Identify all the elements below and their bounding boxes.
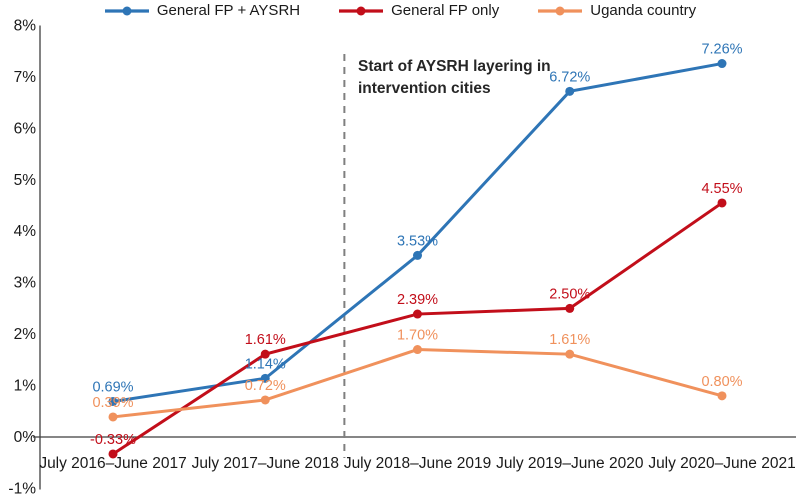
annotation-line-1: Start of AYSRH layering in: [358, 58, 551, 75]
data-point-label: 1.70%: [397, 328, 438, 344]
data-point-label: 0.39%: [92, 395, 133, 411]
data-point-label: 2.50%: [549, 286, 590, 302]
data-point: [413, 345, 422, 355]
legend-marker-line-dot-icon: [538, 6, 583, 16]
y-axis-tick-label: 0%: [14, 429, 37, 446]
x-axis-category-label: July 2017–June 2018: [192, 455, 339, 472]
x-axis-category-label: July 2019–June 2020: [496, 455, 644, 472]
data-point: [108, 412, 118, 422]
series-line: [111, 348, 724, 419]
legend-item-general-fp-only: General FP only: [338, 3, 499, 19]
data-point-label: 0.80%: [701, 374, 742, 390]
data-point: [565, 86, 575, 96]
data-point-label: 4.55%: [701, 181, 742, 197]
annotation-line-2: intervention cities: [358, 80, 491, 97]
data-point: [260, 373, 270, 383]
y-axis-tick-label: 1%: [14, 378, 37, 395]
legend-item-uganda-country: Uganda country: [537, 3, 696, 19]
chart-legend: General FP + AYSRH General FP only Ugand…: [0, 3, 800, 19]
legend-label: General FP + AYSRH: [156, 2, 301, 19]
y-axis-tick-label: 2%: [14, 326, 37, 343]
data-point: [717, 391, 727, 401]
y-axis-tick-label: 8%: [14, 17, 37, 34]
y-axis-tick-label: 5%: [14, 172, 37, 189]
y-axis-tick-label: 3%: [14, 275, 37, 292]
y-axis-tick-label: 7%: [14, 69, 37, 86]
y-axis-tick-label: 4%: [14, 223, 37, 240]
data-point-label: 1.14%: [245, 356, 286, 372]
legend-label: General FP only: [391, 2, 500, 19]
aysrh-start-annotation: Start of AYSRH layering in intervention …: [358, 56, 551, 100]
data-point: [413, 250, 422, 260]
y-axis-tick-label: 6%: [14, 120, 37, 137]
legend-marker-line-dot-icon: [104, 6, 149, 16]
data-point: [565, 349, 575, 359]
x-axis-category-label: July 2016–June 2017: [39, 455, 186, 472]
data-point: [565, 303, 575, 313]
y-axis-tick-label: -1%: [8, 480, 36, 496]
data-point-label: 1.61%: [549, 332, 590, 348]
data-point: [413, 309, 422, 319]
data-point-label: 1.61%: [245, 332, 286, 348]
x-axis-category-label: July 2020–June 2021: [648, 455, 795, 472]
data-point-label: 6.72%: [549, 69, 590, 85]
data-point: [717, 59, 727, 69]
legend-label: Uganda country: [590, 2, 697, 19]
legend-marker-line-dot-icon: [339, 6, 384, 16]
data-point-label: -0.33%: [90, 432, 136, 448]
data-point-label: 3.53%: [397, 233, 438, 249]
data-point-label: 2.39%: [397, 292, 438, 308]
data-point-label: 0.69%: [92, 380, 133, 396]
data-point: [108, 449, 118, 459]
data-point-label: 0.72%: [245, 378, 286, 394]
data-point: [108, 397, 118, 407]
data-point-label: 7.26%: [701, 42, 742, 58]
data-point: [260, 395, 270, 405]
data-point: [717, 198, 727, 208]
data-point: [260, 349, 270, 359]
legend-item-general-fp-aysrh: General FP + AYSRH: [104, 3, 300, 19]
x-axis-category-label: July 2018–June 2019: [344, 455, 491, 472]
